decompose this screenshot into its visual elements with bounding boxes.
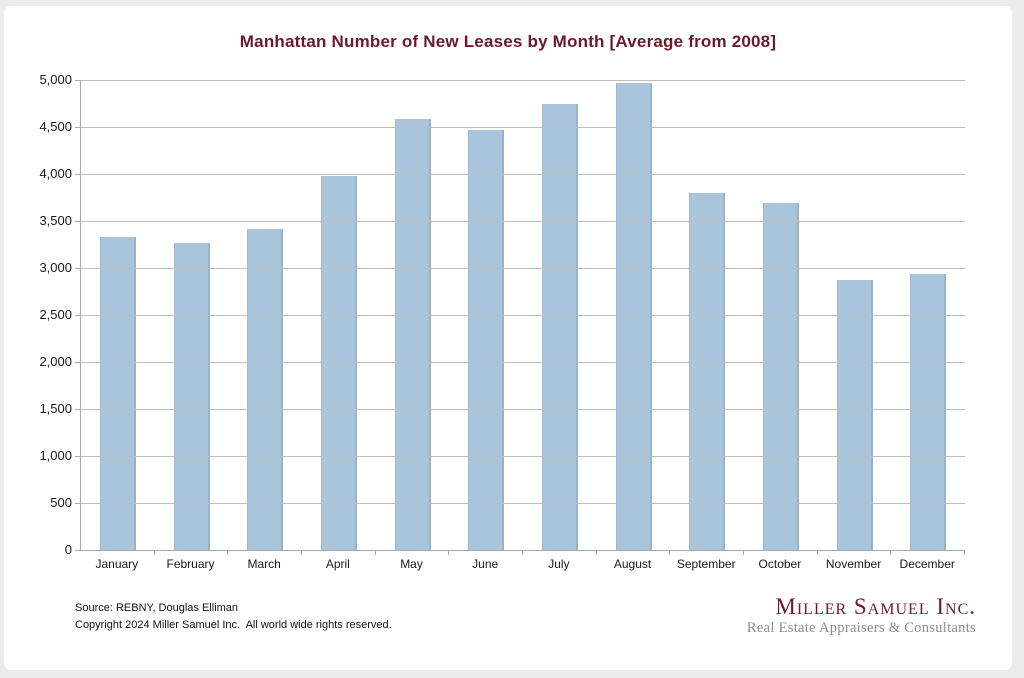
bar-december (910, 273, 947, 550)
y-axis-tick (75, 362, 81, 363)
bar-june (468, 129, 505, 550)
x-axis-tick (227, 550, 229, 555)
company-logo-name: Miller Samuel Inc. (775, 594, 976, 619)
y-axis-tick (75, 221, 81, 222)
bar-july (541, 103, 578, 550)
x-axis-label-april: April (325, 557, 350, 571)
y-axis-label: 3,000 (39, 260, 72, 275)
bar-slot (523, 80, 597, 550)
y-axis-tick (75, 80, 81, 81)
x-axis-tick (816, 550, 818, 555)
x-axis-tick (448, 550, 450, 555)
chart-card: Manhattan Number of New Leases by Month … (4, 6, 1012, 670)
y-axis-label: 2,500 (39, 307, 72, 322)
bar-slot (891, 80, 965, 550)
bar-march (247, 228, 284, 550)
y-axis-tick (75, 315, 81, 316)
company-logo: Miller Samuel Inc. Real Estate Appraiser… (747, 594, 976, 637)
x-axis-label-october: October (758, 557, 802, 571)
x-axis-tick (522, 550, 523, 555)
bar-slot (81, 80, 155, 550)
y-axis-tick (75, 409, 81, 410)
y-axis-label: 500 (50, 495, 72, 510)
y-axis-tick (75, 174, 81, 175)
x-axis-label-march: March (247, 557, 281, 571)
x-axis-labels: January February March April May June July Augu… (80, 557, 964, 571)
source-note: Source: REBNY, Douglas Elliman (75, 602, 239, 614)
x-axis-tick (890, 550, 892, 555)
bar-august (615, 82, 652, 550)
bar-slot (818, 80, 892, 550)
bar-slot (302, 80, 376, 550)
bar-slot (744, 80, 818, 550)
x-axis-tick (743, 550, 744, 555)
y-axis-tick (75, 550, 81, 551)
bar-january (99, 236, 136, 550)
y-axis-label: 5,000 (39, 72, 72, 87)
bar-september (689, 192, 726, 550)
y-axis-label: 2,000 (39, 354, 72, 369)
x-axis-tick (301, 550, 302, 555)
chart-title: Manhattan Number of New Leases by Month … (239, 32, 777, 51)
x-axis-label-february: February (166, 557, 215, 571)
x-axis-tick (153, 550, 155, 555)
x-axis-label-june: June (472, 557, 499, 571)
bar-slot (449, 80, 523, 550)
bar-slot (228, 80, 302, 550)
y-axis-label: 4,500 (39, 119, 72, 134)
x-axis-label-may: May (400, 557, 423, 571)
y-axis-label: 3,500 (39, 213, 72, 228)
x-axis-label-january: January (95, 557, 139, 571)
bar-october (762, 203, 799, 550)
x-axis-label-september: September (676, 557, 736, 571)
x-axis-label-august: August (613, 557, 652, 571)
y-axis-label: 1,000 (39, 448, 72, 463)
plot-area (75, 80, 965, 555)
x-axis-label-november: November (825, 557, 882, 571)
bar-may (394, 118, 431, 550)
y-axis-tick (75, 456, 81, 457)
bar-slot (155, 80, 229, 550)
x-axis-tick (964, 550, 965, 555)
company-logo-tagline: Real Estate Appraisers & Consultants (746, 620, 976, 636)
bar-november (836, 280, 873, 550)
x-axis-label-december: December (899, 557, 955, 571)
y-axis-tick (75, 268, 81, 269)
y-axis-tick (75, 503, 81, 504)
x-axis-tick (669, 550, 671, 555)
y-axis-label: 0 (64, 542, 72, 557)
y-axis-label: 1,500 (39, 401, 72, 416)
x-axis-tick (595, 550, 597, 555)
y-axis-label: 4,000 (39, 166, 72, 181)
y-axis-tick (75, 127, 81, 128)
bar-series (81, 80, 965, 550)
bar-slot (376, 80, 450, 550)
bar-slot (670, 80, 744, 550)
x-axis-label-july: July (548, 557, 570, 571)
x-axis-tick (374, 550, 376, 555)
bar-april (320, 175, 357, 550)
copyright-note: Copyright 2024 Miller Samuel Inc. All wo… (75, 619, 392, 631)
bar-slot (597, 80, 671, 550)
bar-february (173, 242, 210, 550)
